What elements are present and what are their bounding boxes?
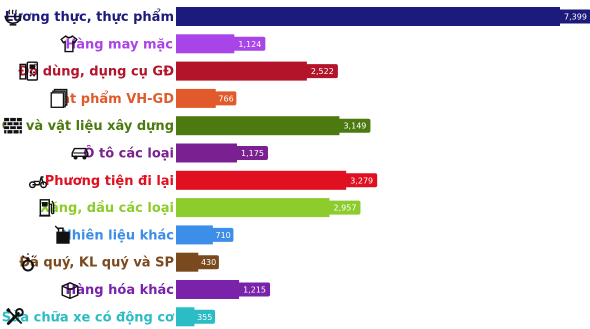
value-label: 1,124 (238, 40, 261, 49)
value-label: 1,215 (243, 286, 266, 295)
value-label: 355 (197, 313, 212, 322)
books-icon (50, 88, 68, 108)
category-label: Phương tiện đi lại (45, 174, 174, 189)
value-label: 3,149 (343, 122, 366, 131)
value-tag (334, 118, 371, 133)
category-label: Ô tô các loại (83, 146, 174, 162)
category-label: Vật phẩm VH-GD (51, 91, 174, 107)
value-tag (231, 146, 268, 160)
value-tag (193, 255, 219, 270)
bar (176, 198, 330, 218)
bar (176, 225, 213, 245)
category-label: Đá quý, KL quý và SP (19, 256, 174, 271)
value-label: 1,175 (241, 149, 264, 158)
value-tag (555, 9, 590, 24)
category-label: Đồ dùng, dụng cụ GĐ (18, 65, 174, 80)
value-label: 2,957 (334, 204, 357, 213)
bar (176, 307, 195, 327)
category-label: Nhiên liệu khác (61, 228, 174, 243)
category-label: Lương thực, thực phẩm (5, 9, 174, 25)
category-label: Xăng, dầu các loại (40, 201, 174, 216)
value-tag (324, 200, 361, 215)
value-label: 430 (201, 258, 216, 267)
bar (176, 280, 240, 299)
value-tag (341, 173, 378, 188)
value-label: 710 (216, 231, 231, 240)
category-label: Hàng may mặc (65, 37, 173, 52)
value-tag (189, 309, 216, 324)
value-tag (207, 227, 234, 242)
value-tag (301, 64, 338, 79)
bar (176, 143, 237, 163)
category-label: Hàng hóa khác (65, 283, 174, 298)
value-label: 7,399 (564, 13, 587, 22)
value-tag (229, 36, 266, 51)
bar (176, 61, 307, 81)
bar (176, 170, 347, 190)
category-label: Sửa chữa xe có động cơ (2, 310, 175, 325)
bar (176, 116, 340, 136)
bar (176, 88, 216, 108)
value-label: 3,279 (350, 176, 373, 185)
brick-wall-icon (3, 117, 23, 134)
value-label: 2,522 (311, 67, 334, 76)
value-tag (210, 91, 237, 106)
bar (176, 34, 235, 54)
bar (176, 7, 560, 26)
value-label: 766 (218, 94, 233, 103)
category-label: Gỗ và vật liệu xây dựng (2, 119, 174, 134)
bar (176, 252, 199, 272)
value-tag (234, 282, 271, 297)
